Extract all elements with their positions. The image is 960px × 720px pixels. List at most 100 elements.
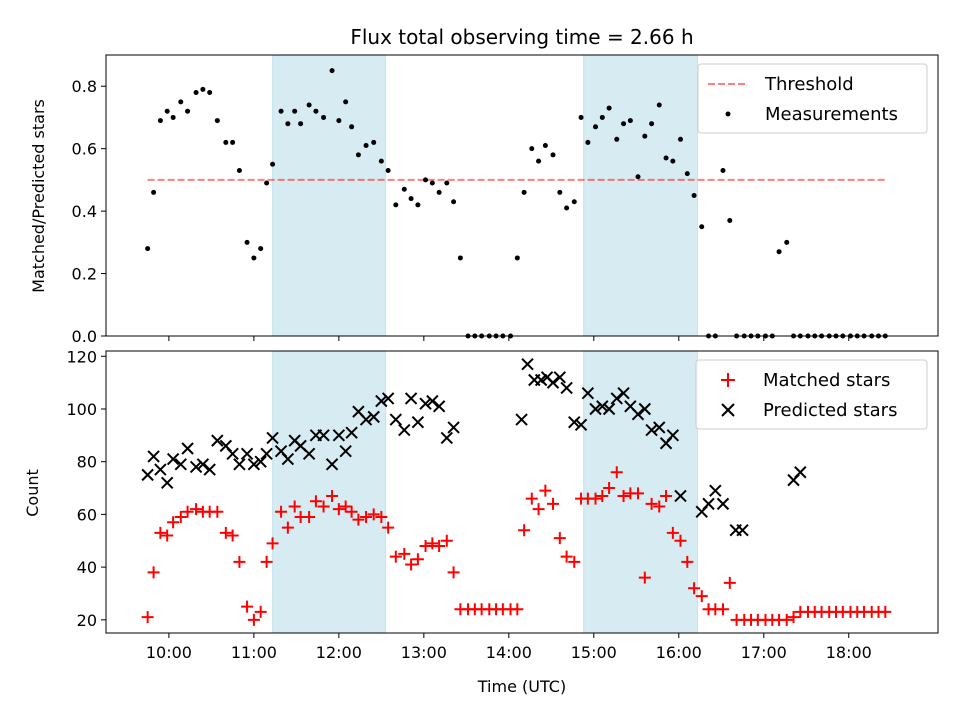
- predicted-stars-point: [247, 458, 261, 471]
- matched-stars-point: [653, 500, 666, 513]
- matched-stars-point: [211, 505, 224, 518]
- x-tick-label: 18:00: [826, 643, 872, 662]
- predicted-stars-point: [560, 381, 573, 395]
- matched-stars-point: [167, 516, 180, 529]
- matched-stars-point: [389, 550, 402, 563]
- predicted-stars-point: [211, 434, 224, 447]
- measurement-point: [542, 143, 548, 149]
- matched-stars-point: [681, 555, 694, 568]
- measurement-point: [214, 118, 220, 124]
- matched-stars-point: [419, 540, 432, 553]
- measurement-point: [164, 108, 170, 114]
- predicted-stars-point: [653, 421, 666, 434]
- predicted-stars-point: [254, 455, 267, 468]
- matched-stars-point: [247, 613, 260, 626]
- measurement-point: [355, 152, 361, 158]
- matched-stars-point: [632, 487, 645, 500]
- measurement-point: [571, 199, 577, 205]
- measurement-point: [776, 249, 782, 255]
- predicted-stars-point: [674, 489, 687, 503]
- measurement-point: [385, 168, 391, 174]
- measurement-point: [677, 136, 683, 142]
- matched-stars-point: [147, 566, 160, 579]
- measurement-point: [371, 139, 377, 145]
- shaded-interval: [272, 350, 387, 634]
- predicted-stars-point: [160, 476, 174, 489]
- predicted-stars-point: [281, 452, 295, 466]
- predicted-stars-point: [617, 386, 630, 400]
- measurement-point: [670, 158, 676, 164]
- measurement-point: [378, 158, 384, 164]
- measurement-point: [557, 189, 563, 195]
- measurement-point: [278, 108, 284, 114]
- predicted-stars-point: [666, 429, 680, 442]
- predicted-stars-point: [419, 397, 432, 410]
- matched-stars-point: [688, 582, 701, 595]
- measurement-point: [336, 118, 342, 124]
- measurement-point: [298, 121, 304, 127]
- predicted-stars-point: [381, 392, 395, 405]
- measurement-point: [642, 133, 648, 139]
- measurement-point: [415, 202, 421, 208]
- predicted-stars-point: [631, 408, 645, 421]
- bottom-x-ticks: 10:00 11:00 12:00 13:00 14:00 15:00 16:00 17:00…: [146, 633, 872, 662]
- matched-stars-point: [617, 489, 630, 502]
- bottom-legend-box: [695, 359, 928, 430]
- legend-measurements-label: Measurements: [765, 104, 898, 125]
- bottom-shaded-intervals: [272, 350, 698, 634]
- predicted-stars-point: [398, 423, 411, 437]
- matched-stars-points: [141, 466, 892, 626]
- measurement-point: [627, 118, 633, 124]
- matched-stars-point: [695, 590, 708, 603]
- matched-stars-point: [787, 611, 800, 624]
- matched-stars-point: [589, 492, 602, 505]
- x-tick-label: 10:00: [146, 643, 192, 662]
- matched-stars-point: [596, 489, 609, 502]
- predicted-stars-point: [602, 402, 616, 416]
- predicted-stars-point: [367, 410, 380, 424]
- matched-stars-point: [426, 537, 439, 550]
- measurement-point: [193, 89, 199, 95]
- matched-stars-point: [339, 500, 352, 513]
- measurement-point: [649, 121, 655, 127]
- predicted-stars-point: [638, 402, 652, 416]
- matched-stars-point: [525, 492, 538, 505]
- measurement-point: [585, 139, 591, 145]
- bottom-y-tick-label: 20: [77, 611, 97, 630]
- measurement-point: [343, 99, 349, 105]
- x-axis-label: Time (UTC): [477, 677, 566, 696]
- chart-title: Flux total observing time = 2.66 h: [350, 25, 693, 49]
- measurement-point: [444, 180, 450, 186]
- x-tick-label: 17:00: [741, 643, 787, 662]
- x-tick-label: 11:00: [231, 643, 277, 662]
- matched-stars-point: [174, 511, 187, 524]
- predicted-stars-point: [154, 463, 167, 476]
- predicted-stars-point: [302, 447, 316, 460]
- predicted-stars-point: [266, 431, 279, 445]
- predicted-stars-point: [645, 423, 658, 437]
- top-y-tick-label: 0.0: [72, 327, 97, 346]
- matched-stars-point: [603, 482, 616, 495]
- predicted-stars-point: [610, 392, 623, 405]
- matched-stars-point: [666, 526, 679, 539]
- measurement-point: [529, 146, 535, 152]
- measurement-point: [578, 114, 584, 120]
- matched-stars-point: [539, 484, 552, 497]
- matched-stars-point: [532, 503, 545, 516]
- matched-stars-point: [375, 511, 388, 524]
- predicted-stars-point: [568, 415, 581, 429]
- matched-stars-point: [141, 611, 154, 624]
- measurement-point: [285, 121, 291, 127]
- matched-stars-point: [332, 503, 345, 516]
- top-y-axis-label: Matched/Predicted stars: [29, 99, 48, 293]
- measurement-point: [691, 193, 697, 198]
- predicted-stars-point: [181, 442, 194, 455]
- predicted-stars-point: [203, 463, 216, 476]
- matched-stars-point: [405, 558, 418, 571]
- measurement-point: [784, 239, 790, 245]
- predicted-stars-point: [196, 458, 210, 471]
- measurement-point: [599, 114, 605, 120]
- top-y-tick-label: 0.2: [72, 265, 97, 284]
- x-tick-label: 16:00: [656, 643, 702, 662]
